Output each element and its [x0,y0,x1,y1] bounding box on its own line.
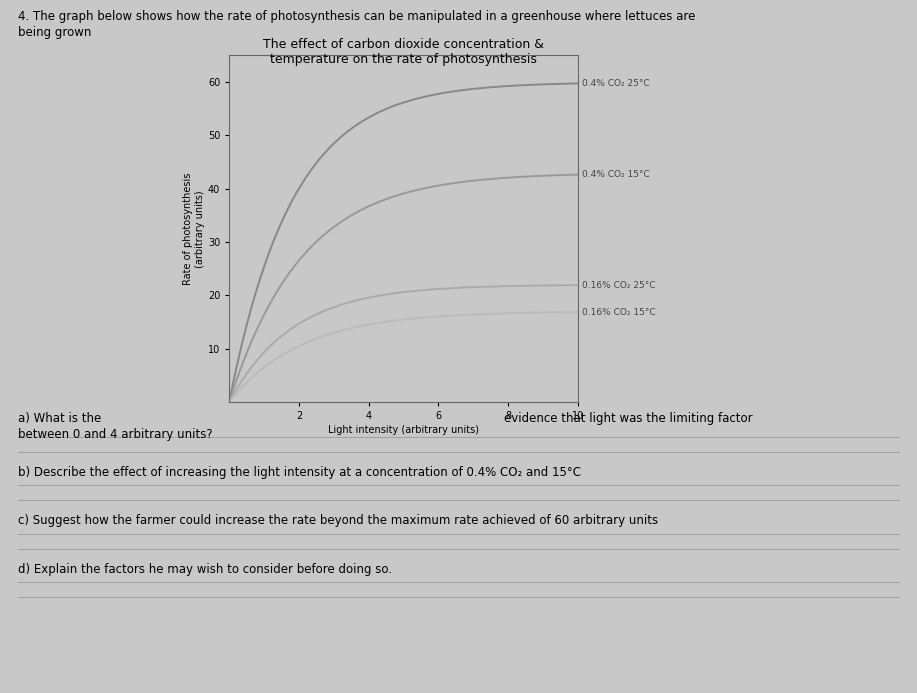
X-axis label: Light intensity (arbitrary units): Light intensity (arbitrary units) [328,425,479,435]
Text: evidence that light was the limiting factor: evidence that light was the limiting fac… [504,412,753,426]
Text: c) Suggest how the farmer could increase the rate beyond the maximum rate achiev: c) Suggest how the farmer could increase… [18,514,658,527]
Y-axis label: Rate of photosynthesis
(arbitrary units): Rate of photosynthesis (arbitrary units) [183,173,205,285]
Text: d) Explain the factors he may wish to consider before doing so.: d) Explain the factors he may wish to co… [18,563,392,576]
Text: 0.16% CO₂ 15°C: 0.16% CO₂ 15°C [582,308,656,317]
Text: b) Describe the effect of increasing the light intensity at a concentration of 0: b) Describe the effect of increasing the… [18,466,581,479]
Text: The effect of carbon dioxide concentration &
temperature on the rate of photosyn: The effect of carbon dioxide concentrati… [263,38,544,66]
Text: 0.4% CO₂ 15°C: 0.4% CO₂ 15°C [582,170,650,179]
Text: 0.16% CO₂ 25°C: 0.16% CO₂ 25°C [582,281,656,290]
Text: a) What is the: a) What is the [18,412,102,426]
Text: between 0 and 4 arbitrary units?: between 0 and 4 arbitrary units? [18,428,213,441]
Text: 0.4% CO₂ 25°C: 0.4% CO₂ 25°C [582,79,650,88]
Text: being grown: being grown [18,26,92,39]
Text: 4. The graph below shows how the rate of photosynthesis can be manipulated in a : 4. The graph below shows how the rate of… [18,10,696,24]
